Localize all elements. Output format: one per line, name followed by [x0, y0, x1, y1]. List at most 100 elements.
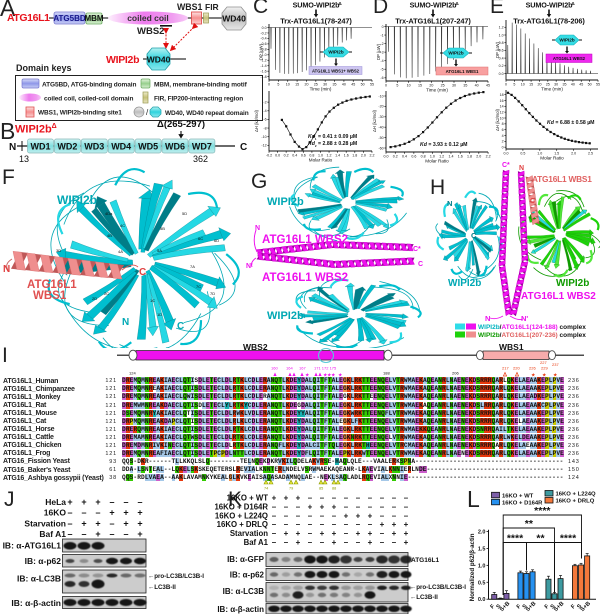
- svg-text:16KO + DRLQ: 16KO + DRLQ: [556, 499, 595, 505]
- svg-text:IB: α-β-actin: IB: α-β-actin: [217, 605, 264, 614]
- svg-text:0.5: 0.5: [520, 152, 525, 156]
- svg-text:+: +: [109, 508, 114, 518]
- svg-text:F: F: [544, 603, 551, 610]
- svg-text:Δ: Δ: [455, 1, 459, 6]
- svg-text:+: +: [308, 502, 313, 511]
- svg-text:+: +: [320, 529, 325, 538]
- svg-text:WD3: WD3: [84, 142, 104, 152]
- svg-text:–: –: [344, 502, 349, 511]
- svg-text:C: C: [253, 0, 268, 18]
- svg-text:WD7: WD7: [192, 142, 212, 152]
- svg-text:–: –: [320, 511, 325, 520]
- svg-text:ΔH (kJ/mol): ΔH (kJ/mol): [254, 109, 259, 131]
- svg-text:-1.8: -1.8: [260, 75, 266, 79]
- svg-text:0: 0: [268, 83, 270, 87]
- svg-text:–: –: [81, 508, 86, 518]
- svg-text:1.5: 1.5: [554, 152, 559, 156]
- svg-text:WIPI2b/ATG16L1(207-236) comple: WIPI2b/ATG16L1(207-236) complex: [478, 332, 586, 339]
- svg-text:+: +: [404, 520, 409, 529]
- svg-text:Kd = 3.93 ± 0.12 µM: Kd = 3.93 ± 0.12 µM: [420, 142, 468, 148]
- svg-text:–: –: [272, 520, 277, 529]
- svg-text:DP (µW): DP (µW): [495, 41, 500, 58]
- svg-text:2.5: 2.5: [588, 152, 593, 156]
- svg-text:****: ****: [560, 533, 577, 545]
- svg-text:-6: -6: [263, 118, 266, 122]
- svg-text:-1.6: -1.6: [260, 69, 266, 73]
- svg-text:–: –: [368, 520, 373, 529]
- svg-text:50: 50: [588, 83, 592, 87]
- svg-text:40: 40: [342, 83, 346, 87]
- svg-text:+: +: [296, 538, 301, 547]
- svg-text:–: –: [356, 520, 361, 529]
- svg-text:35: 35: [563, 83, 567, 87]
- svg-text:F: F: [490, 603, 497, 610]
- svg-text:+: +: [137, 529, 142, 539]
- svg-text:–: –: [356, 502, 361, 511]
- svg-text:Baf A1: Baf A1: [39, 529, 66, 539]
- svg-text:WD40, WD40 repeat domain: WD40, WD40 repeat domain: [165, 110, 249, 117]
- svg-text:–: –: [284, 511, 289, 520]
- svg-text:5D: 5D: [182, 211, 187, 216]
- svg-text:IB: α-β-actin: IB: α-β-actin: [11, 598, 61, 608]
- svg-text:1.0: 1.0: [318, 154, 323, 158]
- svg-text:ΔH (kJ/mol): ΔH (kJ/mol): [372, 109, 377, 131]
- svg-text:D: D: [373, 0, 388, 18]
- svg-text:+: +: [356, 529, 361, 538]
- svg-text:←LC3B-II: ←LC3B-II: [410, 594, 438, 601]
- svg-text:-50: -50: [378, 136, 383, 140]
- svg-text:–: –: [344, 520, 349, 529]
- svg-text:+: +: [368, 511, 373, 520]
- svg-text:–: –: [67, 508, 72, 518]
- svg-text:5A: 5A: [157, 248, 162, 253]
- svg-text:0.2: 0.2: [284, 154, 289, 158]
- svg-text:+: +: [392, 529, 397, 538]
- svg-text:****: ****: [534, 505, 551, 517]
- svg-text:K: K: [228, 488, 242, 511]
- svg-text:–: –: [284, 502, 289, 511]
- svg-text:★: ★: [553, 373, 558, 379]
- svg-text:WD1: WD1: [31, 142, 51, 152]
- svg-text:85: 85: [319, 487, 323, 491]
- svg-text:0: 0: [502, 146, 504, 150]
- svg-text:16KO + DRLQ: 16KO + DRLQ: [217, 520, 268, 529]
- svg-text:C: C: [471, 231, 477, 240]
- svg-text:L: L: [467, 486, 480, 512]
- svg-text:1.4: 1.4: [448, 155, 453, 159]
- svg-text:0.6: 0.6: [301, 154, 306, 158]
- svg-text:–: –: [109, 518, 114, 528]
- svg-text:N: N: [9, 142, 16, 153]
- svg-text:ΔH (kJ/mol): ΔH (kJ/mol): [495, 108, 500, 130]
- svg-text:Molar Ratio: Molar Ratio: [540, 156, 564, 161]
- svg-text:25: 25: [314, 83, 318, 87]
- svg-text:1D: 1D: [157, 312, 162, 317]
- svg-text:1.6: 1.6: [344, 154, 349, 158]
- svg-text:MBM, membrane-binding motif: MBM, membrane-binding motif: [154, 82, 248, 89]
- svg-text:–: –: [284, 520, 289, 529]
- svg-text:IB: α-GFP: IB: α-GFP: [227, 555, 265, 564]
- svg-text:C*: C*: [413, 246, 421, 253]
- svg-text:206: 206: [452, 371, 459, 376]
- svg-text:–: –: [109, 497, 114, 507]
- svg-text:+: +: [95, 497, 100, 507]
- svg-text:6: 6: [502, 128, 504, 132]
- svg-text:–: –: [272, 511, 277, 520]
- svg-text:S: S: [576, 603, 583, 610]
- svg-text:-0.6: -0.6: [260, 42, 266, 46]
- svg-text:Time (min): Time (min): [426, 88, 448, 93]
- svg-text:-6: -6: [380, 76, 383, 80]
- svg-text:–: –: [296, 520, 301, 529]
- svg-text:N: N: [122, 317, 129, 328]
- svg-text:S: S: [550, 603, 557, 610]
- svg-text:6D: 6D: [214, 238, 219, 243]
- svg-text:79: 79: [289, 487, 293, 491]
- svg-text:74: 74: [264, 487, 268, 491]
- svg-text:0.2: 0.2: [393, 155, 398, 159]
- svg-text:0.4: 0.4: [402, 155, 407, 159]
- svg-text:DP (µW): DP (µW): [259, 43, 264, 60]
- svg-text:124: 124: [129, 371, 136, 376]
- svg-text:15: 15: [418, 84, 422, 88]
- svg-text:8: 8: [502, 122, 504, 126]
- svg-text:30: 30: [554, 83, 558, 87]
- svg-text:16KO: 16KO: [44, 508, 67, 518]
- svg-text:–: –: [67, 529, 72, 539]
